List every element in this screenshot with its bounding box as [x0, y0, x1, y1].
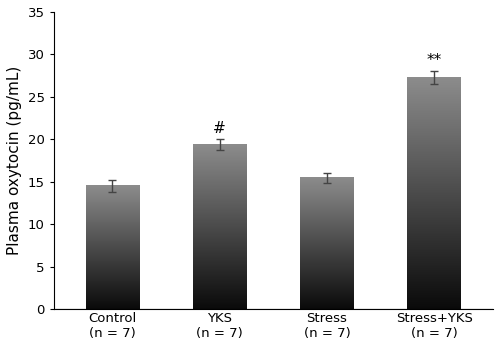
- Text: **: **: [426, 53, 442, 68]
- Text: #: #: [214, 121, 226, 136]
- Y-axis label: Plasma oxytocin (pg/mL): Plasma oxytocin (pg/mL): [7, 66, 22, 255]
